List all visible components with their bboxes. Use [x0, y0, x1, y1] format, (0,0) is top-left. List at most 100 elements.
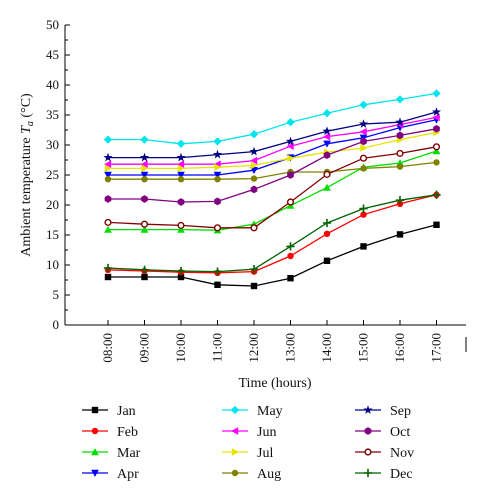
series-line-sep — [108, 111, 437, 159]
legend-marker-mar — [91, 448, 99, 456]
data-point-mar — [104, 225, 112, 233]
series-sep — [103, 107, 442, 162]
legend: Jan Feb Mar Apr May Jun Jul Aug Sep Oct Nov Dec — [82, 404, 414, 482]
y-axis-label-main: Ambient temperature — [19, 134, 34, 257]
legend-marker-apr — [91, 469, 99, 477]
data-point-jul — [287, 154, 295, 163]
y-tick-label: 50 — [46, 17, 59, 32]
data-point-oct — [433, 124, 440, 133]
data-point-may — [249, 130, 259, 139]
data-point-apr — [250, 167, 258, 175]
data-point-sep — [395, 117, 405, 127]
data-point-nov — [432, 143, 441, 151]
x-axis-label: Time (hours) — [239, 376, 312, 391]
legend-item-dec: Dec — [355, 467, 413, 482]
legend-label-sep: Sep — [390, 404, 411, 419]
data-point-sep — [431, 107, 442, 116]
data-point-sep — [322, 126, 332, 136]
legend-item-jun: Jun — [222, 425, 276, 440]
data-point-may — [140, 135, 149, 144]
series-line-mar — [108, 150, 437, 231]
series-jul — [104, 128, 441, 173]
data-point-jan — [323, 257, 331, 264]
data-point-oct — [323, 151, 331, 160]
data-point-jan — [214, 281, 221, 288]
data-point-jul — [141, 164, 149, 173]
legend-label-apr: Apr — [117, 467, 139, 482]
y-tick-label: 15 — [46, 227, 59, 242]
x-tick-label: 15:00 — [356, 333, 371, 363]
data-point-apr — [140, 171, 149, 179]
legend-marker-jun — [231, 427, 239, 435]
data-point-jan — [433, 221, 440, 228]
data-point-nov — [140, 220, 149, 228]
legend-label-mar: Mar — [117, 446, 141, 461]
legend-item-oct: Oct — [355, 425, 410, 440]
legend-marker-jan — [91, 406, 99, 414]
legend-item-apr: Apr — [82, 467, 139, 482]
data-point-dec — [322, 218, 332, 228]
legend-marker-oct — [364, 427, 372, 435]
data-point-sep — [176, 152, 186, 162]
data-point-may — [213, 137, 222, 146]
legend-marker-may — [230, 405, 240, 415]
data-point-jun — [250, 156, 258, 165]
y-tick-label: 30 — [46, 137, 59, 152]
data-point-oct — [141, 195, 148, 203]
y-tick-label: 25 — [46, 167, 59, 182]
data-point-apr — [177, 171, 185, 179]
data-point-oct — [287, 171, 294, 179]
data-point-aug — [360, 165, 367, 172]
legend-item-aug: Aug — [222, 467, 281, 482]
series-line-nov — [107, 146, 437, 229]
data-point-mar — [432, 147, 441, 155]
data-point-may — [395, 95, 405, 104]
data-point-may — [103, 135, 113, 144]
data-point-jul — [214, 163, 222, 172]
y-axis-label-symbol: T — [19, 125, 34, 134]
data-point-oct — [177, 198, 185, 206]
data-point-mar — [177, 225, 185, 233]
y-tick-label: 20 — [46, 197, 59, 212]
series-aug — [104, 159, 440, 183]
y-tick-label: 10 — [46, 257, 59, 272]
data-point-sep — [285, 136, 296, 146]
data-point-may — [322, 109, 332, 118]
data-point-aug — [250, 175, 258, 182]
data-point-mar — [323, 183, 331, 191]
data-point-sep — [358, 119, 369, 128]
data-point-jul — [250, 161, 258, 170]
data-point-apr — [213, 171, 222, 179]
data-point-jan — [104, 273, 112, 281]
legend-marker-jul — [231, 448, 239, 456]
data-point-dec — [395, 196, 405, 205]
data-point-aug — [104, 176, 112, 183]
data-point-aug — [396, 163, 404, 170]
legend-item-nov: Nov — [355, 446, 414, 461]
series-nov — [104, 143, 441, 232]
data-point-dec — [213, 267, 222, 276]
data-point-oct — [214, 197, 221, 206]
legend-label-may: May — [257, 404, 283, 419]
x-tick-label: 13:00 — [283, 333, 298, 363]
legend-label-aug: Aug — [257, 467, 281, 482]
data-point-oct — [396, 131, 404, 140]
data-point-sep — [249, 146, 259, 156]
legend-marker-nov — [364, 448, 372, 456]
legend-item-jul: Jul — [222, 446, 273, 461]
y-axis-label: Ambient temperature Ta (°C) — [19, 93, 36, 257]
data-point-jan — [177, 273, 185, 281]
legend-item-may: May — [222, 404, 283, 419]
series-line-dec — [107, 194, 437, 273]
x-tick-label: 12:00 — [246, 333, 261, 363]
data-point-aug — [177, 176, 185, 183]
x-tick-label: 09:00 — [137, 333, 152, 363]
data-point-aug — [433, 159, 440, 166]
y-axis-label-unit: (°C) — [19, 93, 34, 121]
x-tick-label: 11:00 — [210, 333, 225, 362]
series-line-jul — [108, 131, 437, 170]
y-tick-label: 0 — [53, 317, 60, 332]
data-point-nov — [359, 154, 368, 162]
series-feb — [104, 191, 440, 276]
